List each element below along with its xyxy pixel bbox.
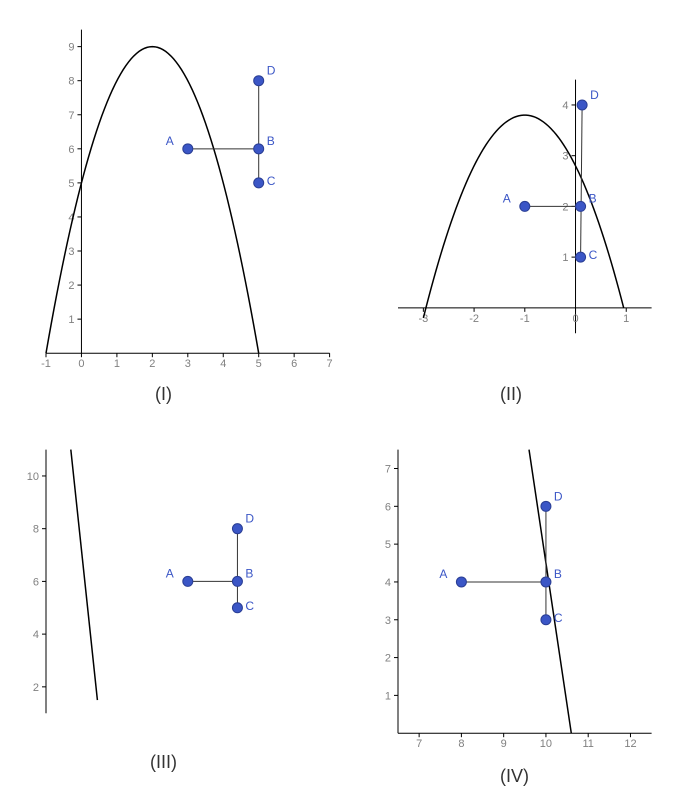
svg-text:C: C xyxy=(267,174,276,188)
svg-text:0: 0 xyxy=(78,358,84,370)
svg-text:C: C xyxy=(245,599,254,613)
svg-text:A: A xyxy=(503,191,511,205)
svg-text:1: 1 xyxy=(623,313,629,325)
svg-text:6: 6 xyxy=(68,144,74,156)
svg-text:D: D xyxy=(554,489,563,503)
svg-text:-1: -1 xyxy=(520,313,530,325)
chart-panel-IV: 7891011121234567ABCD xyxy=(370,430,660,750)
svg-text:2: 2 xyxy=(562,201,568,213)
chart-panel-I: -101234567123456789ABCD xyxy=(18,10,338,370)
svg-text:-1: -1 xyxy=(41,358,51,370)
svg-text:B: B xyxy=(245,566,253,580)
svg-text:1: 1 xyxy=(114,358,120,370)
svg-text:1: 1 xyxy=(562,252,568,264)
svg-text:A: A xyxy=(166,566,174,580)
svg-text:2: 2 xyxy=(33,682,39,694)
svg-text:D: D xyxy=(267,64,276,78)
svg-text:2: 2 xyxy=(385,653,391,665)
svg-text:2: 2 xyxy=(149,358,155,370)
svg-text:7: 7 xyxy=(385,464,391,476)
caption-IV: (IV) xyxy=(500,766,529,787)
caption-I: (I) xyxy=(155,384,172,405)
svg-text:7: 7 xyxy=(416,738,422,750)
svg-text:D: D xyxy=(590,88,599,102)
svg-text:6: 6 xyxy=(33,576,39,588)
svg-text:2: 2 xyxy=(68,280,74,292)
svg-text:4: 4 xyxy=(33,629,39,641)
svg-text:8: 8 xyxy=(33,524,39,536)
svg-text:C: C xyxy=(554,611,563,625)
svg-text:C: C xyxy=(589,248,598,262)
svg-text:4: 4 xyxy=(562,100,568,112)
svg-text:8: 8 xyxy=(68,76,74,88)
svg-text:9: 9 xyxy=(501,738,507,750)
svg-text:10: 10 xyxy=(540,738,552,750)
svg-text:1: 1 xyxy=(68,314,74,326)
svg-text:3: 3 xyxy=(185,358,191,370)
svg-text:6: 6 xyxy=(385,501,391,513)
svg-text:9: 9 xyxy=(68,42,74,54)
svg-text:6: 6 xyxy=(291,358,297,370)
caption-III: (III) xyxy=(150,752,177,773)
svg-text:5: 5 xyxy=(68,178,74,190)
svg-text:5: 5 xyxy=(385,539,391,551)
svg-text:5: 5 xyxy=(256,358,262,370)
svg-text:11: 11 xyxy=(582,738,593,750)
svg-text:-3: -3 xyxy=(418,313,428,325)
svg-text:7: 7 xyxy=(68,110,74,122)
svg-text:B: B xyxy=(589,191,597,205)
svg-text:8: 8 xyxy=(458,738,464,750)
svg-text:12: 12 xyxy=(624,738,636,750)
page: -101234567123456789ABCD (I) -3-2-1011234… xyxy=(0,0,673,798)
caption-II: (II) xyxy=(500,384,522,405)
svg-text:10: 10 xyxy=(27,471,39,483)
svg-text:-2: -2 xyxy=(469,313,479,325)
svg-text:B: B xyxy=(554,567,562,581)
svg-text:D: D xyxy=(245,512,254,526)
svg-text:4: 4 xyxy=(385,577,391,589)
svg-text:A: A xyxy=(166,134,174,148)
svg-text:3: 3 xyxy=(68,246,74,258)
chart-panel-II: -3-2-1011234ABCD xyxy=(370,60,660,350)
svg-text:0: 0 xyxy=(572,313,578,325)
chart-panel-III: 2 4 6 8 10 A B C D xyxy=(18,430,338,730)
svg-text:A: A xyxy=(439,567,447,581)
svg-text:1: 1 xyxy=(385,690,391,702)
svg-text:B: B xyxy=(267,134,275,148)
svg-text:3: 3 xyxy=(385,615,391,627)
svg-text:4: 4 xyxy=(220,358,226,370)
svg-text:7: 7 xyxy=(327,358,333,370)
